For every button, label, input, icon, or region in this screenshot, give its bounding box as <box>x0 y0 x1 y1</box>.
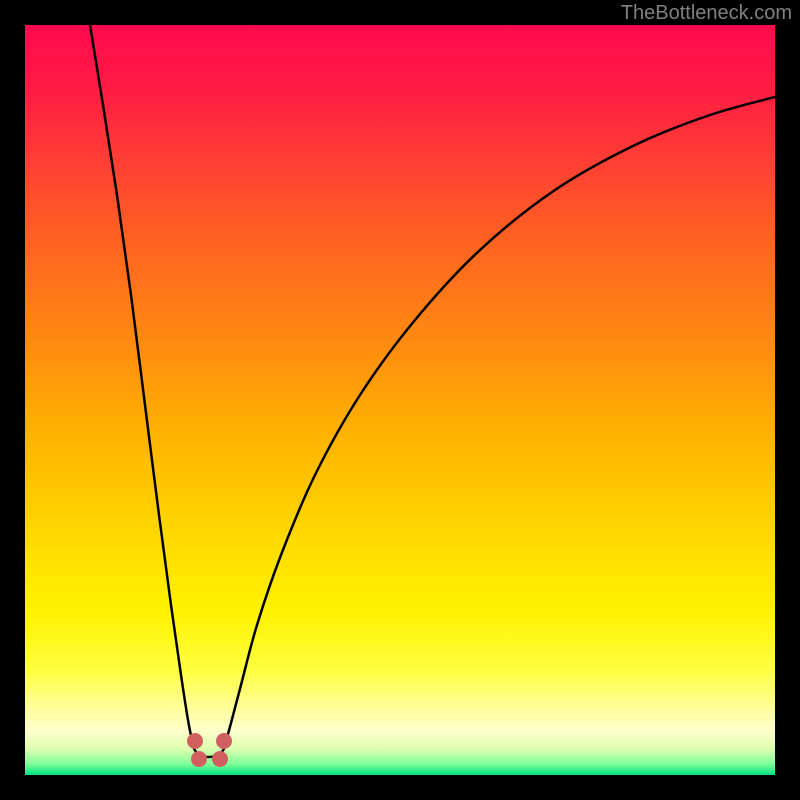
chart-container: TheBottleneck.com <box>0 0 800 800</box>
plot-area <box>25 25 775 775</box>
curve-marker <box>187 733 203 749</box>
chart-svg <box>25 25 775 775</box>
watermark-text: TheBottleneck.com <box>621 2 792 25</box>
curve-marker <box>212 751 228 767</box>
curve-marker <box>191 751 207 767</box>
curve-marker <box>216 733 232 749</box>
gradient-background <box>25 25 775 775</box>
